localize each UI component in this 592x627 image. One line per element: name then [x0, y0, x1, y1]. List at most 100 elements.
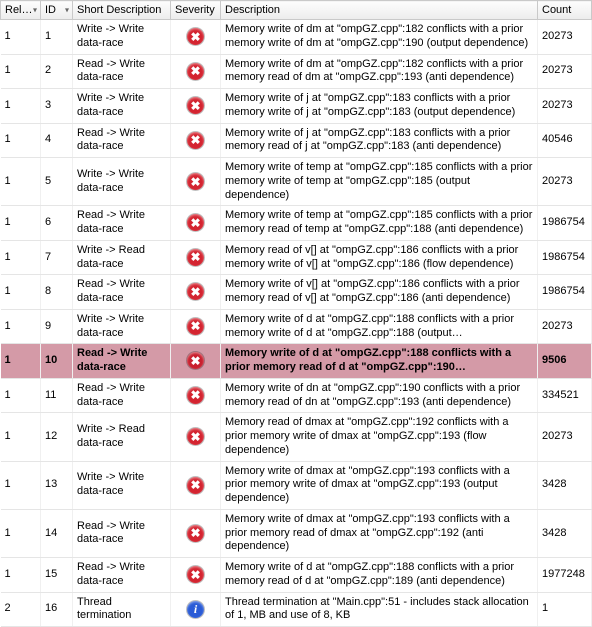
cell-short: Read -> Write data-race [73, 558, 171, 593]
cell-severity: i [171, 592, 221, 627]
cell-description: Memory write of temp at "ompGZ.cpp":185 … [221, 158, 538, 206]
cell-severity: ✖ [171, 89, 221, 124]
cell-id: 7 [41, 240, 73, 275]
table-header-row: Relat…▾ ID▾ Short Description Severity D… [1, 1, 592, 20]
table-row[interactable]: 13Write -> Write data-race✖Memory write … [1, 89, 592, 124]
cell-short: Read -> Write data-race [73, 206, 171, 241]
cell-relat: 1 [1, 344, 41, 379]
cell-severity: ✖ [171, 275, 221, 310]
cell-short: Write -> Write data-race [73, 309, 171, 344]
cell-count: 20273 [538, 89, 592, 124]
cell-description: Memory write of dn at "ompGZ.cpp":190 co… [221, 378, 538, 413]
cell-description: Memory read of dmax at "ompGZ.cpp":192 c… [221, 413, 538, 461]
cell-id: 5 [41, 158, 73, 206]
error-icon: ✖ [187, 214, 204, 231]
table-row[interactable]: 19Write -> Write data-race✖Memory write … [1, 309, 592, 344]
table-row[interactable]: 113Write -> Write data-race✖Memory write… [1, 461, 592, 509]
cell-count: 20273 [538, 158, 592, 206]
error-icon: ✖ [187, 318, 204, 335]
cell-relat: 1 [1, 158, 41, 206]
table-row[interactable]: 110Read -> Write data-race✖Memory write … [1, 344, 592, 379]
col-header-severity[interactable]: Severity [171, 1, 221, 20]
cell-id: 14 [41, 509, 73, 557]
table-row[interactable]: 15Write -> Write data-race✖Memory write … [1, 158, 592, 206]
cell-count: 1 [538, 592, 592, 627]
cell-description: Memory write of j at "ompGZ.cpp":183 con… [221, 89, 538, 124]
cell-relat: 1 [1, 54, 41, 89]
col-header-relat[interactable]: Relat…▾ [1, 1, 41, 20]
col-header-count[interactable]: Count [538, 1, 592, 20]
cell-relat: 1 [1, 240, 41, 275]
table-row[interactable]: 114Read -> Write data-race ✖ Memory write … [1, 509, 592, 557]
cell-severity: ✖ [171, 158, 221, 206]
cell-severity: ✖ [171, 461, 221, 509]
error-icon: ✖ [187, 97, 204, 114]
cell-description: Memory write of dm at "ompGZ.cpp":182 co… [221, 20, 538, 55]
error-icon: ✖ [187, 525, 204, 542]
cell-severity: ✖ [171, 344, 221, 379]
info-icon: i [187, 601, 204, 618]
cell-count: 20273 [538, 54, 592, 89]
error-icon: ✖ [187, 566, 204, 583]
cell-count: 1986754 [538, 206, 592, 241]
col-header-short[interactable]: Short Description [73, 1, 171, 20]
cell-severity: ✖ [171, 20, 221, 55]
table-row[interactable]: 11Write -> Write data-race✖Memory write … [1, 20, 592, 55]
cell-severity: ✖ [171, 413, 221, 461]
cell-relat: 1 [1, 206, 41, 241]
col-header-description[interactable]: Description [221, 1, 538, 20]
cell-id: 1 [41, 20, 73, 55]
cell-short: Write -> Write data-race [73, 461, 171, 509]
cell-count: 20273 [538, 413, 592, 461]
table-row[interactable]: 111Read -> Write data-race✖Memory write … [1, 378, 592, 413]
cell-description: Memory write of temp at "ompGZ.cpp":185 … [221, 206, 538, 241]
cell-description: Memory write of dmax at "ompGZ.cpp":193 … [221, 509, 538, 557]
cell-severity: ✖ [171, 509, 221, 557]
cell-short: Read -> Write data-race [73, 344, 171, 379]
cell-relat: 1 [1, 20, 41, 55]
table-row[interactable]: 17Write -> Read data-race✖Memory read of… [1, 240, 592, 275]
cell-short: Thread termination [73, 592, 171, 627]
error-icon: ✖ [187, 387, 204, 404]
cell-short: Read -> Write data-race [73, 509, 171, 557]
cell-count: 1977248 [538, 558, 592, 593]
table-row[interactable]: 115Read -> Write data-race✖Memory write … [1, 558, 592, 593]
cell-id: 3 [41, 89, 73, 124]
cell-relat: 2 [1, 592, 41, 627]
cell-description: Memory write of d at "ompGZ.cpp":188 con… [221, 344, 538, 379]
cell-description: Memory write of dmax at "ompGZ.cpp":193 … [221, 461, 538, 509]
col-header-id[interactable]: ID▾ [41, 1, 73, 20]
cell-description: Memory write of d at "ompGZ.cpp":188 con… [221, 558, 538, 593]
error-icon: ✖ [187, 428, 204, 445]
cell-relat: 1 [1, 509, 41, 557]
cell-severity: ✖ [171, 123, 221, 158]
error-icon: ✖ [187, 132, 204, 149]
cell-id: 10 [41, 344, 73, 379]
cell-severity: ✖ [171, 206, 221, 241]
cell-id: 9 [41, 309, 73, 344]
chevron-down-icon: ▾ [65, 6, 69, 15]
table-row[interactable]: 112Write -> Read data-race✖Memory read o… [1, 413, 592, 461]
chevron-down-icon: ▾ [33, 6, 37, 15]
cell-relat: 1 [1, 275, 41, 310]
cell-id: 16 [41, 592, 73, 627]
cell-relat: 1 [1, 309, 41, 344]
cell-id: 8 [41, 275, 73, 310]
issues-table: Relat…▾ ID▾ Short Description Severity D… [0, 0, 592, 627]
table-row[interactable]: 16Read -> Write data-race✖Memory write o… [1, 206, 592, 241]
cell-count: 40546 [538, 123, 592, 158]
table-row[interactable]: 12Read -> Write data-race✖Memory write o… [1, 54, 592, 89]
error-icon: ✖ [187, 477, 204, 494]
error-icon: ✖ [187, 283, 204, 300]
cell-id: 12 [41, 413, 73, 461]
cell-description: Thread termination at "Main.cpp":51 - in… [221, 592, 538, 627]
table-row[interactable]: 216Thread termination i Thread termination… [1, 592, 592, 627]
cell-short: Write -> Read data-race [73, 240, 171, 275]
cell-relat: 1 [1, 413, 41, 461]
table-row[interactable]: 18Read -> Write data-race✖Memory write o… [1, 275, 592, 310]
cell-relat: 1 [1, 123, 41, 158]
table-row[interactable]: 14Read -> Write data-race✖Memory write o… [1, 123, 592, 158]
cell-description: Memory write of j at "ompGZ.cpp":183 con… [221, 123, 538, 158]
cell-description: Memory write of dm at "ompGZ.cpp":182 co… [221, 54, 538, 89]
cell-short: Read -> Write data-race [73, 123, 171, 158]
